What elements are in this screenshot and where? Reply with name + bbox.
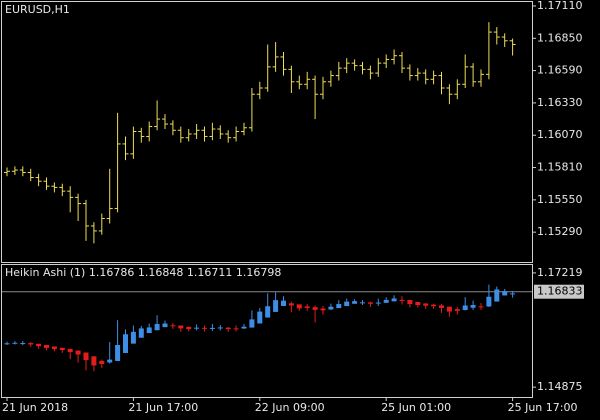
ha-close: 1.16798: [236, 266, 282, 279]
candle-body: [59, 347, 65, 351]
candle-body: [312, 307, 318, 310]
candle-body: [123, 334, 128, 353]
candle-body: [241, 326, 247, 329]
candle-body: [178, 325, 184, 329]
candle-body: [375, 302, 381, 304]
candle-body: [28, 343, 34, 345]
main-panel-border: [1, 1, 533, 263]
y-tick-label: 1.17219: [537, 266, 583, 279]
candle-body: [99, 360, 105, 364]
candle-body: [4, 343, 10, 345]
y-tick-label: 1.15290: [537, 225, 583, 238]
ha-low: 1.16711: [187, 266, 233, 279]
y-tick-label: 1.16330: [537, 96, 583, 109]
ha-high: 1.16848: [138, 266, 184, 279]
symbol-label: EURUSD,H1: [5, 3, 70, 16]
x-tick-label: 22 Jun 09:00: [255, 401, 325, 414]
indicator-title: Heikin Ashi (1): [5, 266, 85, 279]
candle-body: [502, 291, 508, 296]
candle-body: [510, 293, 516, 295]
candle-body: [154, 324, 160, 331]
candle-body: [249, 319, 255, 328]
x-tick-label: 25 Jun 01:00: [381, 401, 451, 414]
candle-body: [67, 348, 73, 353]
candle-body: [233, 328, 239, 330]
candle-body: [83, 352, 89, 361]
candle-body: [328, 306, 334, 310]
x-tick-label: 21 Jun 17:00: [128, 401, 198, 414]
indicator-header: Heikin Ashi (1) 1.16786 1.16848 1.16711 …: [5, 266, 281, 279]
candle-body: [446, 306, 452, 312]
price-label: 1.16833: [537, 285, 583, 298]
candle-body: [431, 304, 437, 307]
candle-body: [470, 305, 476, 308]
candle-body: [186, 326, 192, 330]
candle-body: [486, 296, 492, 307]
indicator-panel-border: [1, 264, 533, 398]
candle-body: [407, 299, 413, 305]
candle-body: [12, 342, 18, 344]
candle-body: [288, 303, 294, 306]
candle-body: [423, 303, 429, 306]
candle-body: [336, 304, 342, 309]
y-tick-label: 1.16590: [537, 64, 583, 77]
y-tick-label: 1.16070: [537, 128, 583, 141]
candle-body: [115, 344, 121, 362]
candle-body: [360, 302, 365, 304]
candle-body: [494, 289, 500, 302]
candle-body: [265, 306, 271, 318]
y-tick-label: 1.17110: [537, 0, 583, 12]
price-label-box: [534, 284, 584, 299]
candle-body: [44, 344, 49, 348]
candle-body: [344, 301, 350, 307]
y-tick-label: 1.15810: [537, 161, 583, 174]
ha-open: 1.16786: [89, 266, 135, 279]
candle-body: [273, 300, 279, 312]
candle-body: [454, 309, 460, 311]
candle-body: [146, 327, 152, 334]
candle-body: [352, 301, 358, 304]
candle-body: [399, 299, 405, 301]
y-tick-label: 1.16850: [537, 31, 583, 44]
candle-body: [367, 302, 373, 304]
candle-body: [257, 311, 263, 324]
candle-body: [281, 300, 286, 306]
candle-body: [209, 327, 215, 329]
candle-body: [296, 304, 302, 309]
candle-body: [478, 306, 484, 308]
candle-body: [138, 328, 144, 338]
candle-body: [391, 298, 397, 302]
candle-body: [36, 343, 42, 347]
candle-body: [383, 299, 389, 303]
x-tick-label: 21 Jun 2018: [2, 401, 68, 414]
candle-body: [439, 305, 444, 308]
candle-body: [225, 327, 231, 330]
candle-body: [75, 350, 81, 355]
candle-body: [130, 331, 136, 344]
y-tick-label: 1.14875: [537, 380, 583, 393]
candle-body: [51, 346, 57, 350]
candle-body: [20, 343, 26, 345]
candle-body: [320, 308, 326, 311]
x-tick-label: 25 Jun 17:00: [508, 401, 578, 414]
candle-body: [170, 325, 176, 327]
candle-body: [462, 305, 468, 310]
candle-body: [91, 356, 97, 366]
candle-body: [194, 327, 200, 329]
candle-body: [415, 301, 421, 306]
candle-body: [304, 306, 310, 308]
candle-body: [162, 323, 168, 328]
candle-body: [217, 327, 223, 329]
candle-body: [202, 327, 207, 329]
candle-body: [107, 359, 113, 363]
y-tick-label: 1.15550: [537, 193, 583, 206]
